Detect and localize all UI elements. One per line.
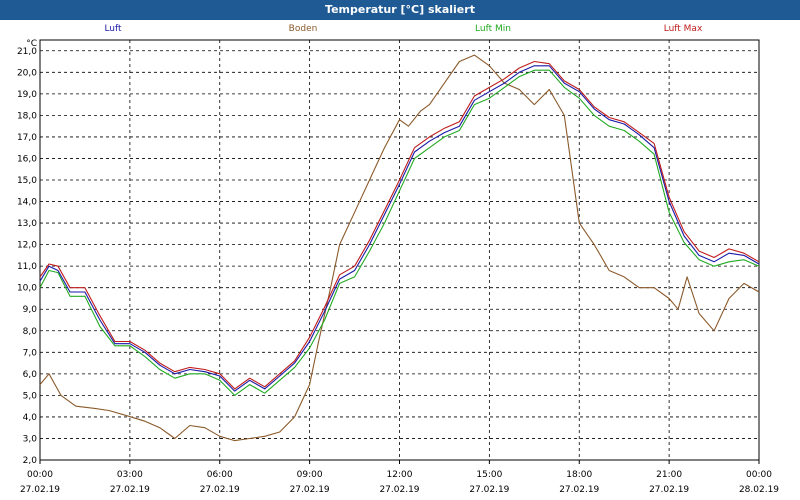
y-tick-label: 18,0 (17, 111, 37, 121)
legend: Luft Boden Luft Min Luft Max (0, 22, 800, 38)
x-tick-date: 27.02.19 (559, 485, 599, 495)
y-tick-label: 15,0 (17, 176, 37, 186)
x-tick-time: 15:00 (476, 470, 502, 480)
y-axis-unit: °C (26, 39, 37, 49)
y-tick-label: 6,0 (23, 370, 38, 380)
x-tick-time: 00:00 (746, 470, 772, 480)
y-tick-label: 19,0 (17, 90, 37, 100)
x-tick-time: 18:00 (566, 470, 592, 480)
x-tick-time: 12:00 (387, 470, 413, 480)
x-tick-date: 27.02.19 (110, 485, 150, 495)
y-tick-label: 2,0 (23, 456, 38, 466)
chart-title: Temperatur [°C] skaliert (0, 0, 800, 20)
y-tick-label: 3,0 (23, 434, 38, 444)
y-tick-label: 10,0 (17, 284, 37, 294)
y-tick-label: 4,0 (23, 413, 38, 423)
legend-item-boden: Boden (288, 24, 318, 34)
x-tick-date: 27.02.19 (649, 485, 689, 495)
x-tick-date: 27.02.19 (200, 485, 240, 495)
y-tick-label: 9,0 (23, 305, 38, 315)
series-line-luft-max (39, 60, 760, 390)
x-tick-time: 09:00 (297, 470, 323, 480)
x-tick-date: 27.02.19 (20, 485, 60, 495)
x-tick-time: 03:00 (117, 470, 143, 480)
x-tick-date: 28.02.19 (739, 485, 779, 495)
y-tick-label: 12,0 (17, 241, 37, 251)
x-tick-time: 06:00 (207, 470, 233, 480)
y-tick-label: 20,0 (17, 68, 37, 78)
x-tick-date: 27.02.19 (290, 485, 330, 495)
series-line-boden (39, 54, 760, 442)
x-tick-time: 21:00 (656, 470, 682, 480)
legend-item-luft-min: Luft Min (475, 24, 511, 34)
y-tick-label: 13,0 (17, 219, 37, 229)
y-tick-label: 11,0 (17, 262, 37, 272)
x-tick-date: 27.02.19 (469, 485, 509, 495)
y-tick-label: 14,0 (17, 198, 37, 208)
y-tick-label: 8,0 (23, 327, 38, 337)
series-line-luft-min (39, 69, 760, 396)
x-tick-date: 27.02.19 (379, 485, 419, 495)
x-tick-time: 00:00 (27, 470, 53, 480)
y-tick-label: 21,0 (17, 47, 37, 57)
legend-item-luft: Luft (104, 24, 122, 34)
y-tick-label: 17,0 (17, 133, 37, 143)
y-tick-label: 16,0 (17, 154, 37, 164)
y-tick-label: 5,0 (23, 391, 38, 401)
y-tick-label: 7,0 (23, 348, 38, 358)
series-line-luft (39, 65, 760, 392)
legend-item-luft-max: Luft Max (663, 24, 703, 34)
